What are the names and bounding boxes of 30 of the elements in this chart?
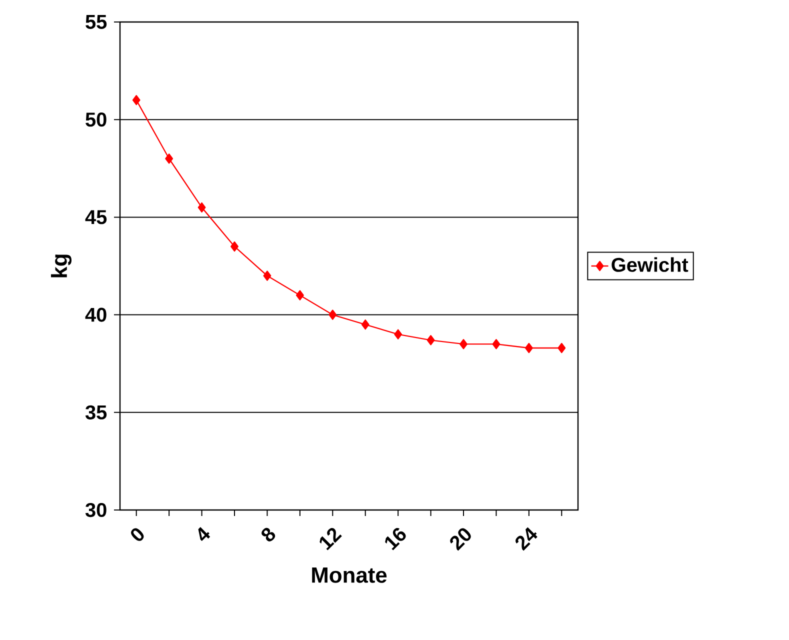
point xyxy=(460,338,468,350)
x-tick-label: 24 xyxy=(516,527,538,551)
y-tick-label: 45 xyxy=(85,210,107,224)
y-axis-title: kg xyxy=(50,254,72,278)
legend-label: Gewicht xyxy=(612,257,688,272)
point xyxy=(263,270,272,281)
point xyxy=(524,342,533,354)
point xyxy=(492,338,500,350)
point xyxy=(361,319,370,330)
y-tick-label: 35 xyxy=(85,405,107,420)
y-tick-label: 55 xyxy=(86,15,107,29)
y-tick-label: 50 xyxy=(86,112,106,127)
x-tick-label: 12 xyxy=(320,528,342,550)
point xyxy=(328,310,337,320)
x-tick-label: 16 xyxy=(385,528,406,550)
x-axis-title: Monate xyxy=(312,568,387,583)
point xyxy=(394,329,402,340)
point xyxy=(426,335,435,346)
point xyxy=(198,202,206,213)
x-tick-label: 4 xyxy=(198,527,210,542)
point xyxy=(230,241,238,252)
y-tick-label: 40 xyxy=(85,308,106,322)
point xyxy=(558,342,566,354)
point xyxy=(296,290,304,300)
x-tick-label: 20 xyxy=(450,528,471,551)
y-tick-label: 30 xyxy=(85,502,106,518)
point xyxy=(165,154,174,164)
point xyxy=(132,94,140,106)
x-tick-label: 0 xyxy=(131,528,144,541)
x-tick-label: 8 xyxy=(262,528,276,542)
